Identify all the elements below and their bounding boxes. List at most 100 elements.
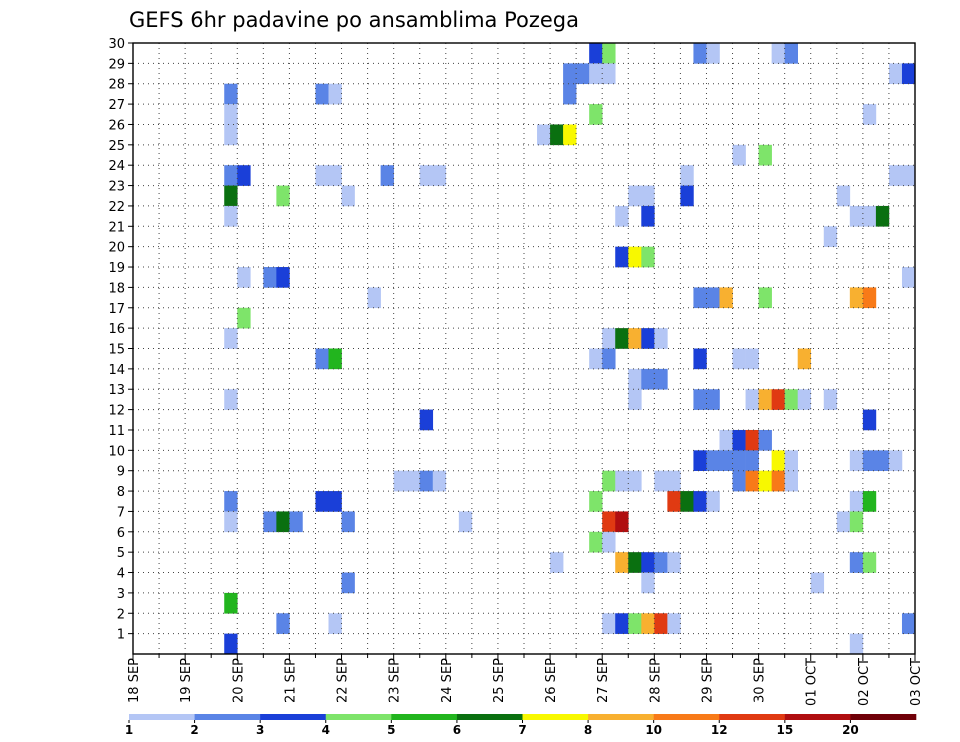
legend-label: 1 (125, 723, 133, 737)
legend-swatch (719, 714, 786, 720)
precip-cell (224, 165, 238, 186)
precip-cell (706, 287, 720, 309)
legend-label: 2 (190, 723, 198, 737)
precip-cell (406, 470, 421, 492)
y-tick-label: 4 (117, 567, 125, 582)
precip-cell (862, 450, 877, 471)
precip-cell (224, 592, 238, 614)
precip-cell (901, 613, 916, 634)
precip-cell (224, 389, 238, 410)
precip-cell (563, 63, 577, 85)
precip-cell (732, 144, 746, 166)
x-tick-label: 03 OCT (909, 658, 924, 706)
precip-cell (224, 328, 238, 349)
y-tick-label: 11 (108, 424, 125, 439)
x-tick-label: 18 SEP (127, 658, 142, 703)
x-tick-label: 28 SEP (648, 658, 663, 703)
precip-cell (719, 429, 733, 451)
grid-lines (133, 43, 915, 654)
y-tick-label: 15 (108, 343, 125, 358)
legend-label: 6 (453, 723, 461, 737)
y-tick-label: 14 (108, 363, 125, 378)
precip-cell (693, 491, 707, 512)
precip-cell (589, 43, 603, 64)
chart-title: GEFS 6hr padavine po ansamblima Pozega (129, 8, 579, 32)
y-tick-label: 25 (108, 139, 125, 154)
precip-cell (758, 389, 772, 410)
precip-cell (771, 450, 785, 471)
precip-cell (693, 43, 707, 64)
precip-cell (888, 63, 903, 85)
legend-swatch (784, 714, 851, 720)
y-tick-label: 26 (108, 118, 125, 133)
precip-cell (550, 124, 564, 146)
precip-cell (758, 287, 772, 309)
precip-cell (641, 368, 655, 390)
precip-cell (615, 511, 629, 533)
precip-cell (224, 633, 238, 655)
y-tick-label: 2 (117, 607, 125, 622)
precip-cell (224, 104, 238, 125)
precip-cell (237, 307, 251, 329)
precip-cell (849, 450, 864, 471)
y-tick-label: 23 (108, 180, 125, 195)
precip-cell (901, 63, 916, 85)
x-tick-label: 26 SEP (544, 658, 559, 703)
precip-cell (719, 287, 733, 309)
precip-cell (432, 470, 447, 492)
y-tick-label: 16 (108, 322, 125, 337)
legend-label: 3 (256, 723, 264, 737)
precip-cell (745, 450, 759, 471)
y-tick-label: 22 (108, 200, 125, 215)
legend-swatch (850, 714, 917, 720)
precip-cell (641, 185, 655, 207)
precip-cell (393, 470, 407, 492)
precip-cell (784, 389, 798, 410)
precip-cell (641, 572, 655, 594)
x-tick-label: 22 SEP (336, 658, 351, 703)
precip-cell (693, 287, 707, 309)
precip-cell (641, 205, 655, 227)
precip-cell (276, 511, 290, 533)
precip-cell (615, 470, 629, 492)
x-axis-ticks: 18 SEP 19 SEP 20 SEP 21 SEP 22 SEP 23 SEP 24 S… (127, 654, 924, 706)
precip-cell (602, 613, 616, 634)
precip-cell (576, 63, 590, 85)
x-tick-label: 21 SEP (283, 658, 298, 703)
precip-cell (680, 491, 694, 512)
legend-swatch (194, 714, 261, 720)
precip-cell (745, 389, 759, 410)
precip-cell (641, 552, 655, 573)
y-tick-label: 8 (117, 485, 125, 500)
legend-swatch (391, 714, 458, 720)
x-tick-label: 20 SEP (231, 658, 246, 703)
precip-cell (628, 368, 642, 390)
precip-cell (797, 389, 812, 410)
y-tick-label: 19 (108, 261, 125, 276)
precip-cell (875, 205, 890, 227)
x-tick-label: 01 OCT (805, 658, 820, 706)
y-tick-label: 13 (108, 383, 125, 398)
precip-cell (849, 491, 864, 512)
precip-cell (628, 328, 642, 349)
y-axis-ticks: 1234567891011121314151617181920212223242… (108, 37, 133, 643)
precip-cell (745, 470, 759, 492)
legend-swatch (456, 714, 523, 720)
precip-cell (563, 124, 577, 146)
precip-cell (849, 552, 864, 573)
precip-cell (589, 104, 603, 125)
precip-cell (680, 185, 694, 207)
precip-cell (641, 328, 655, 349)
precip-cell (771, 389, 785, 410)
precip-cell (706, 450, 720, 471)
precip-cell (458, 511, 473, 533)
x-tick-label: 27 SEP (596, 658, 611, 703)
precip-cell (602, 511, 616, 533)
y-tick-label: 21 (108, 220, 125, 235)
legend-swatch (522, 714, 589, 720)
precip-cell (901, 267, 916, 288)
precip-cell (849, 633, 864, 655)
precip-cell (563, 83, 577, 105)
precip-cell (862, 104, 877, 125)
precip-cell (419, 409, 434, 431)
